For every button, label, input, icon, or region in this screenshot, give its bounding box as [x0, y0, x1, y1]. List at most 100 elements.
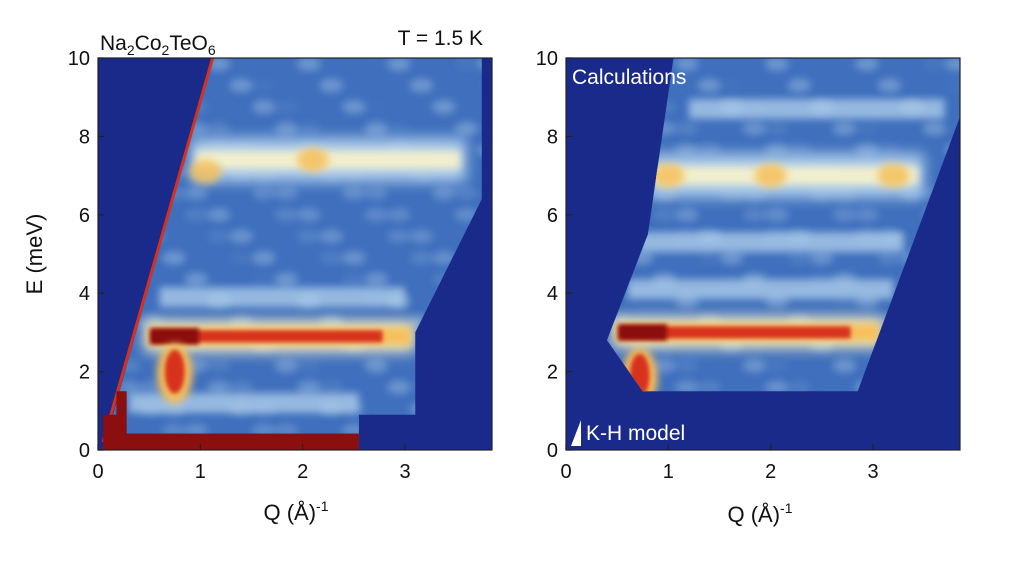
x-tick-label: 0 — [92, 461, 103, 483]
band-peak — [152, 330, 383, 343]
texture-blob — [832, 121, 857, 136]
axis-ticks: 0 1 2 3 0 2 4 6 8 10 — [536, 48, 879, 483]
texture-blob — [206, 207, 231, 222]
texture-blob — [184, 272, 209, 287]
excitation-bands — [612, 98, 945, 392]
texture-blob — [697, 250, 722, 265]
hotspot — [652, 163, 685, 188]
texture-blob — [431, 250, 456, 265]
texture-blob — [787, 78, 812, 93]
low-q-artifact — [103, 391, 127, 450]
band-weak — [159, 287, 406, 308]
texture-blob — [409, 250, 434, 265]
y-tick-label: 2 — [79, 362, 90, 384]
texture-blob — [252, 272, 276, 286]
calculation-panel: 0 1 2 3 0 2 4 6 8 10 Calculations K-H model Q (Å)… — [536, 48, 961, 527]
texture-blob — [386, 207, 411, 222]
elastic-line — [103, 433, 359, 450]
x-tick-label: 1 — [195, 461, 206, 483]
texture-blob — [274, 272, 299, 287]
texture-blob — [319, 78, 344, 93]
temperature-label: T = 1.5 K — [398, 27, 483, 50]
texture-blob — [251, 100, 276, 114]
texture-blob — [296, 229, 321, 244]
texture-blob — [364, 358, 389, 373]
band-weak — [627, 279, 894, 300]
texture-blob — [364, 186, 389, 201]
texture-blob — [386, 380, 411, 395]
x-tick-label: 3 — [399, 461, 410, 483]
band-weak — [128, 392, 359, 413]
band-peak-dark — [618, 324, 667, 341]
texture-blob — [719, 250, 744, 265]
texture-blob — [274, 100, 299, 114]
texture-blob — [251, 250, 276, 265]
texture-blob — [229, 380, 254, 395]
texture-blob — [319, 250, 344, 265]
texture-blob — [409, 229, 434, 244]
hotspot — [296, 147, 329, 172]
band-weak — [688, 98, 945, 119]
y-tick-label: 8 — [547, 126, 558, 148]
texture-blob — [764, 207, 789, 222]
y-tick-label: 2 — [547, 362, 558, 384]
band-weak — [637, 232, 904, 253]
texture-blob — [341, 100, 366, 114]
x-axis-title: Q (Å)-1 — [263, 498, 328, 525]
plot-frame — [97, 57, 493, 451]
texture-blob — [764, 121, 789, 136]
texture-blob — [409, 78, 434, 93]
texture-blob — [877, 78, 902, 93]
texture-blob — [832, 207, 857, 222]
texture-blob — [742, 207, 767, 222]
texture-blob — [922, 58, 947, 71]
kinematic-edge — [101, 58, 215, 443]
model-marker-triangle — [571, 420, 581, 446]
texture-blob — [364, 272, 389, 287]
texture-blob — [922, 121, 947, 136]
texture-blob — [274, 186, 299, 201]
texture-blob — [296, 58, 321, 71]
texture-blob — [229, 250, 254, 265]
texture-blob — [341, 272, 366, 287]
texture-blob — [206, 358, 231, 373]
y-tick-label: 10 — [68, 48, 90, 70]
y-tick-label: 0 — [79, 440, 90, 462]
texture-blob — [229, 229, 254, 244]
texture-blob — [674, 207, 699, 222]
x-tick-label: 3 — [867, 461, 878, 483]
hotspot — [164, 349, 185, 394]
texture-blob — [206, 229, 231, 244]
hotspot — [754, 163, 787, 188]
axis-ticks: 0 1 2 3 0 2 4 6 8 10 — [68, 48, 411, 483]
texture-blob — [809, 250, 834, 265]
texture-blob — [161, 250, 186, 265]
texture-blob — [674, 58, 699, 71]
plot-frame — [565, 57, 961, 451]
texture-blob — [832, 57, 856, 71]
texture-blob — [364, 121, 389, 136]
texture-blob — [742, 358, 767, 373]
texture-blob — [296, 380, 321, 395]
texture-blob — [454, 58, 479, 71]
texture-blob — [787, 380, 812, 392]
experiment-panel: 0 1 2 3 0 2 4 6 8 10 Na2Co2TeO6 T = 1.5 K E (meV)… — [22, 27, 493, 525]
texture-blob — [341, 186, 366, 201]
texture-blob — [764, 358, 789, 373]
texture-blob — [854, 58, 879, 71]
texture-blob — [341, 250, 366, 265]
coverage-region — [606, 58, 960, 392]
x-tick-label: 1 — [663, 461, 674, 483]
y-tick-label: 6 — [547, 205, 558, 227]
texture-blob — [184, 207, 209, 222]
x-tick-label: 2 — [765, 461, 776, 483]
x-axis-title: Q (Å)-1 — [727, 500, 792, 527]
texture-blob — [296, 207, 321, 222]
y-tick-label: 8 — [79, 126, 90, 148]
y-axis-title: E (meV) — [22, 214, 47, 295]
texture-blob — [431, 186, 456, 201]
texture-blob — [652, 358, 677, 373]
texture-blob — [454, 186, 479, 201]
texture-blob — [296, 358, 321, 373]
